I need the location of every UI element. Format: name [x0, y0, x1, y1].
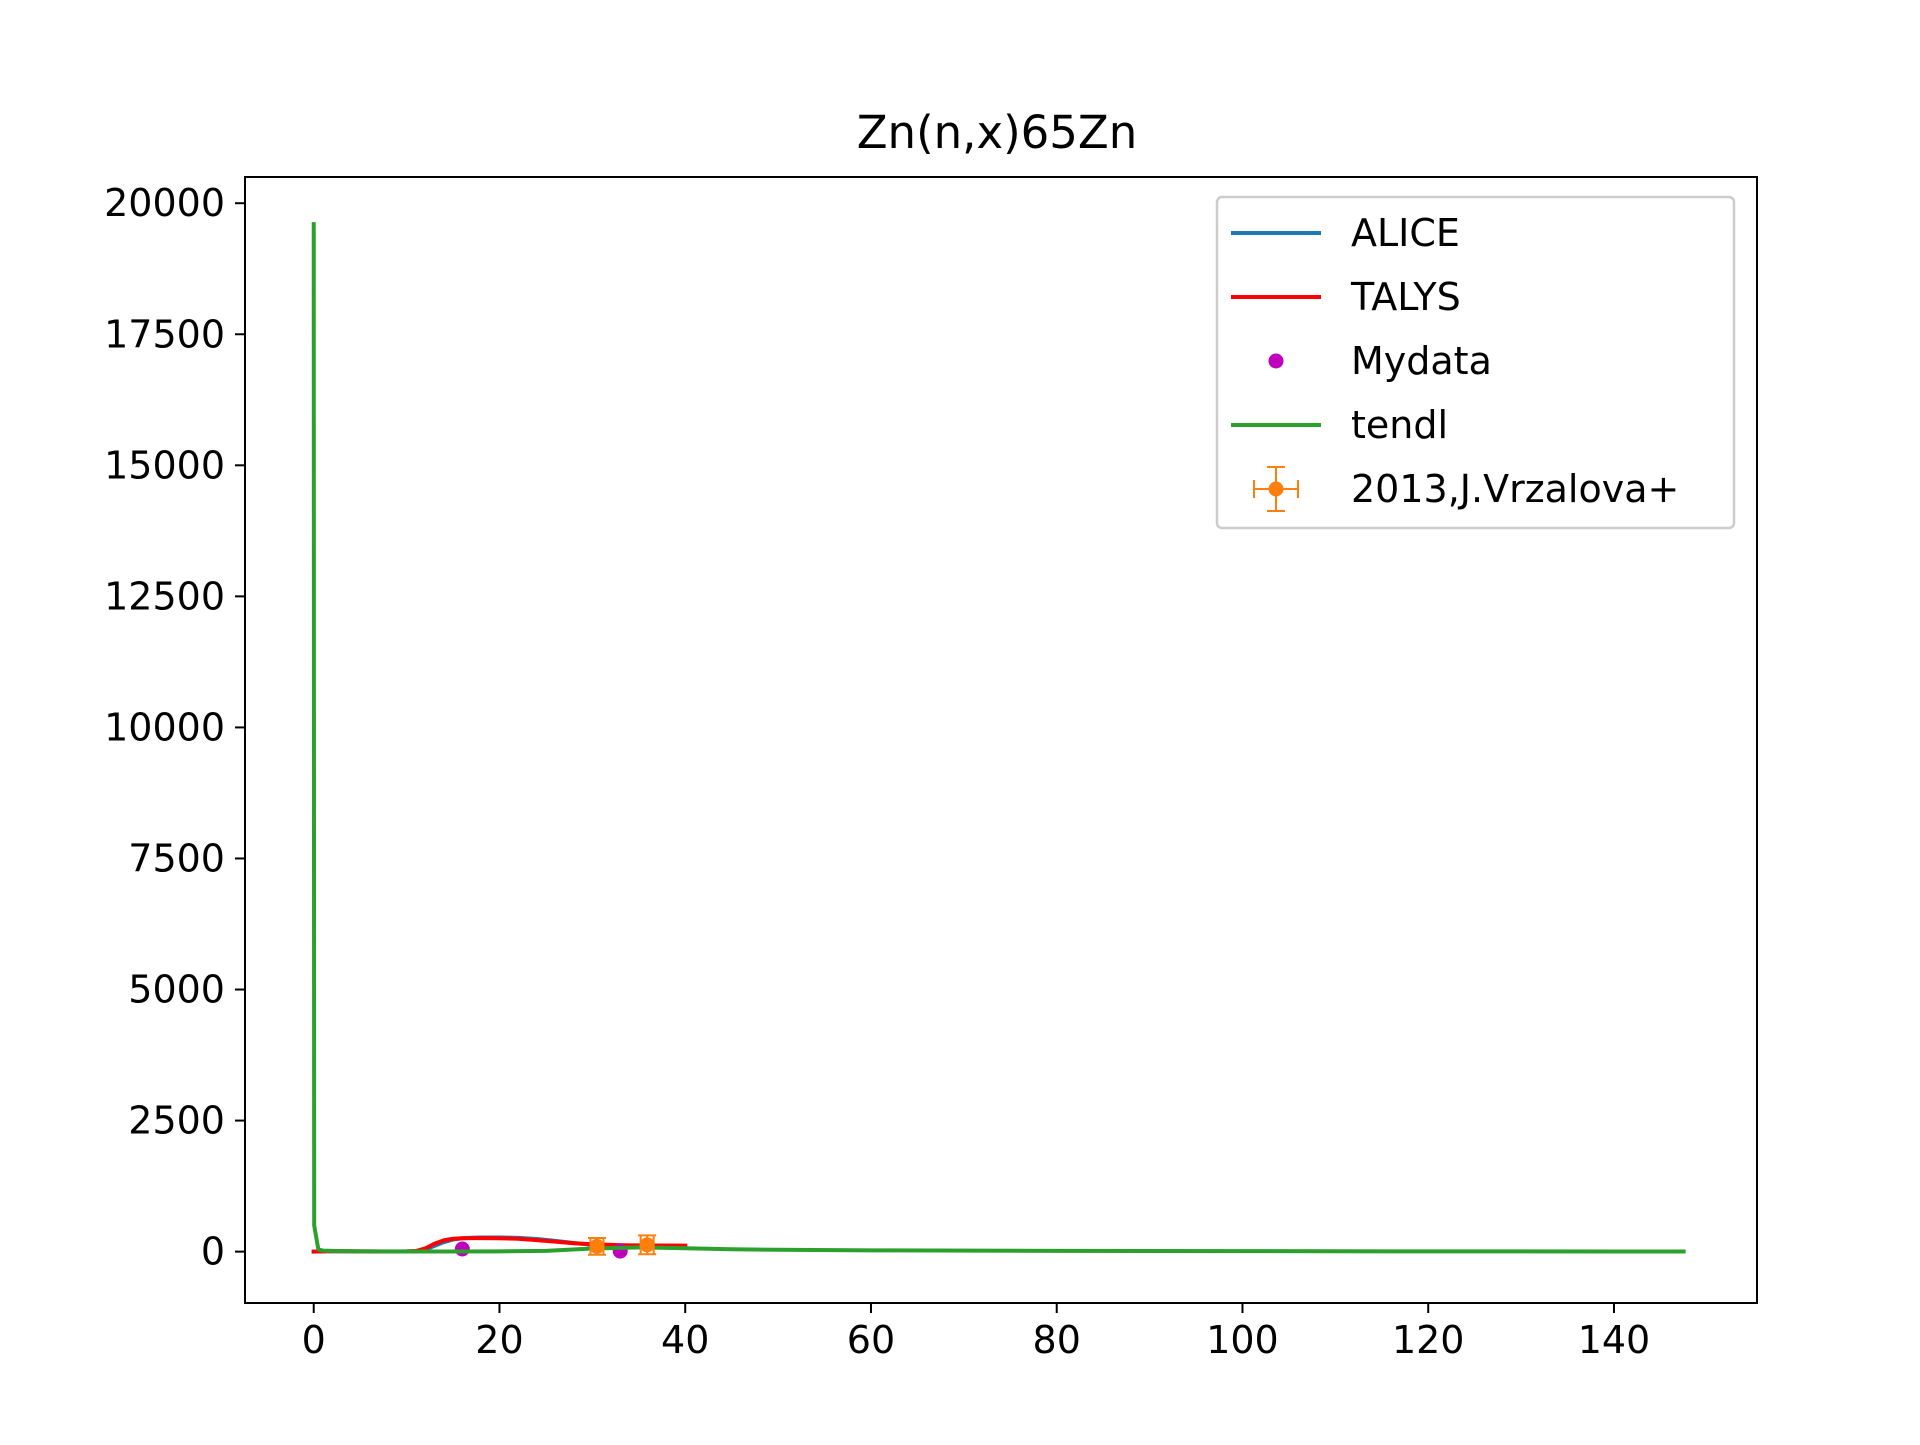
y-tick-label: 7500	[128, 836, 225, 880]
legend-swatch-marker	[1268, 481, 1284, 497]
series-2013-j-vrzalova-point	[589, 1238, 605, 1254]
y-tick-label: 10000	[104, 705, 225, 749]
y-tick-label: 17500	[104, 312, 225, 356]
legend-label: tendl	[1351, 403, 1448, 447]
y-tick-label: 0	[201, 1230, 225, 1274]
legend-label: Mydata	[1351, 339, 1492, 383]
legend-label: 2013,J.Vrzalova+	[1351, 467, 1679, 511]
x-tick-label: 140	[1578, 1318, 1651, 1362]
x-tick-label: 120	[1392, 1318, 1465, 1362]
legend: ALICE TALYS Mydata tendl 2013,J.Vrzalova+	[1215, 195, 1736, 530]
series-2013-j-vrzalova-errorbar	[587, 1236, 606, 1256]
plot-area	[311, 222, 1686, 1259]
x-tick-label: 80	[1033, 1318, 1081, 1362]
legend-swatch-errorbar	[1253, 466, 1299, 512]
legend-item: tendl	[1231, 403, 1448, 447]
x-tick-label: 60	[847, 1318, 895, 1362]
series-2013-j-vrzalova-point	[639, 1237, 655, 1253]
series-2013-j-vrzalova-errorbar	[638, 1234, 657, 1256]
y-tick-label: 12500	[104, 574, 225, 618]
y-tick-label: 20000	[104, 181, 225, 225]
x-tick-label: 100	[1206, 1318, 1279, 1362]
x-tick-label: 40	[661, 1318, 709, 1362]
axes: 0 20 40 60 80 100 120 140 0 2500 5000 7500 10000 1250…	[104, 176, 1758, 1362]
legend-label: ALICE	[1351, 211, 1460, 255]
legend-item: Mydata	[1268, 339, 1492, 383]
legend-box	[1215, 195, 1736, 530]
legend-item: ALICE	[1231, 211, 1460, 255]
x-tick-label: 20	[475, 1318, 523, 1362]
series-mydata-point	[454, 1241, 470, 1257]
x-tick-label: 0	[302, 1318, 326, 1362]
y-tick-label: 15000	[104, 443, 225, 487]
legend-label: TALYS	[1350, 275, 1461, 319]
legend-item: TALYS	[1231, 275, 1461, 319]
series-tendl-line	[311, 222, 1686, 1254]
y-tick-label: 5000	[128, 968, 225, 1012]
chart-title: Zn(n,x)65Zn	[857, 106, 1138, 159]
axes-frame	[244, 176, 1758, 1304]
legend-swatch-marker	[1268, 353, 1284, 369]
legend-item: 2013,J.Vrzalova+	[1253, 466, 1679, 512]
y-tick-label: 2500	[128, 1099, 225, 1143]
series-group	[311, 222, 1686, 1259]
